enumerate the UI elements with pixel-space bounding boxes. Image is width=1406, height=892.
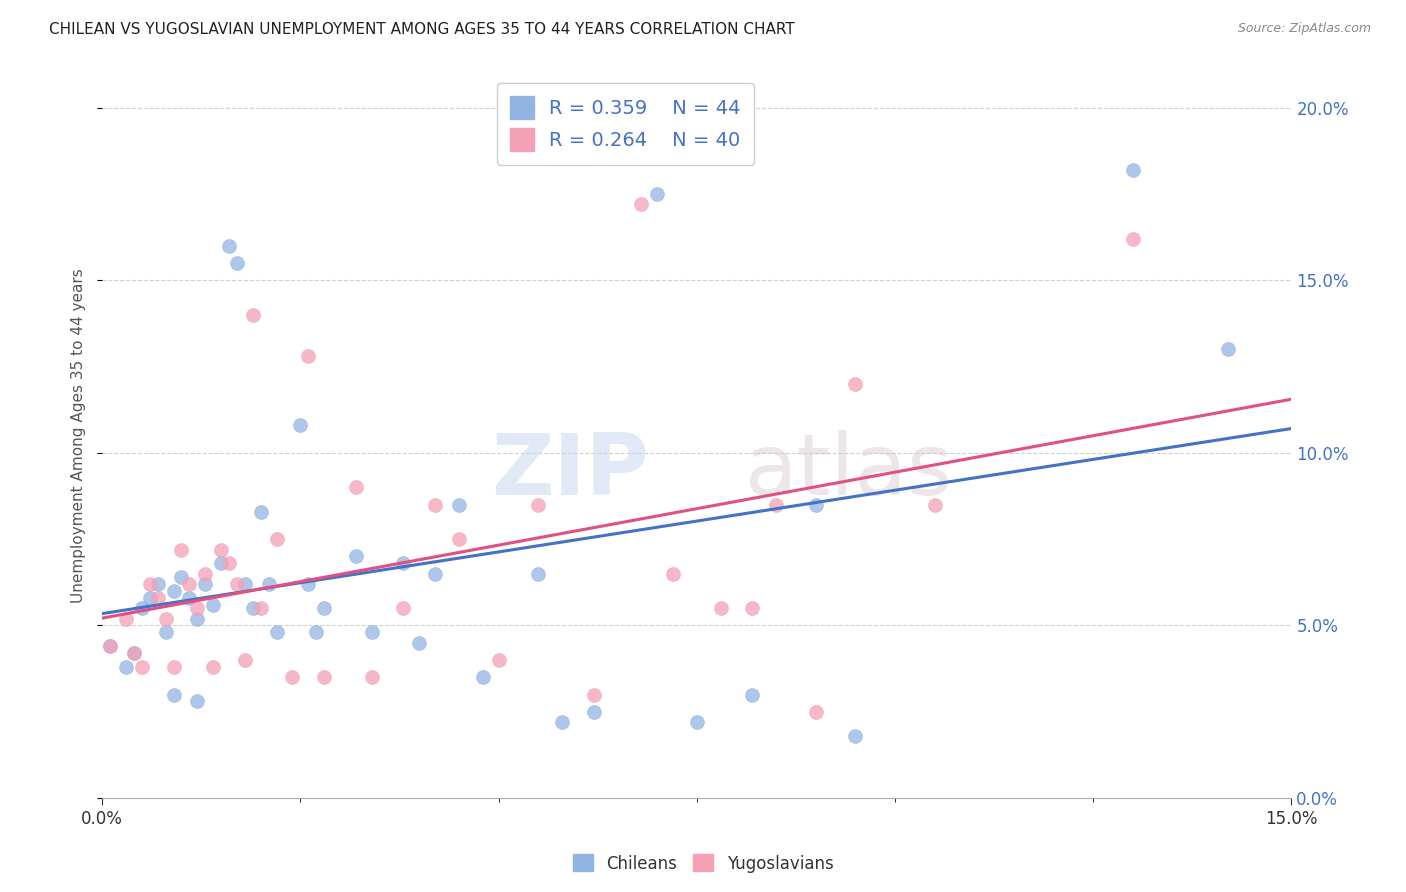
Point: [186, 694, 208, 708]
Point: [266, 532, 288, 546]
Point: [425, 498, 447, 512]
Point: [266, 625, 288, 640]
Point: [924, 498, 946, 512]
Text: ZIP: ZIP: [492, 430, 650, 513]
Point: [488, 653, 510, 667]
Point: [408, 636, 430, 650]
Point: [686, 715, 709, 730]
Point: [527, 498, 550, 512]
Point: [290, 418, 312, 433]
Point: [139, 591, 162, 605]
Y-axis label: Unemployment Among Ages 35 to 44 years: Unemployment Among Ages 35 to 44 years: [72, 268, 86, 603]
Point: [360, 625, 382, 640]
Point: [194, 577, 217, 591]
Point: [98, 639, 121, 653]
Point: [162, 688, 184, 702]
Point: [741, 601, 763, 615]
Point: [146, 577, 169, 591]
Point: [194, 566, 217, 581]
Point: [1122, 232, 1144, 246]
Point: [179, 577, 201, 591]
Point: [139, 577, 162, 591]
Point: [425, 566, 447, 581]
Point: [122, 646, 145, 660]
Point: [297, 349, 319, 363]
Point: [186, 611, 208, 625]
Legend: Chileans, Yugoslavians: Chileans, Yugoslavians: [565, 847, 841, 880]
Point: [146, 591, 169, 605]
Point: [344, 549, 367, 564]
Point: [257, 577, 280, 591]
Point: [242, 308, 264, 322]
Point: [710, 601, 733, 615]
Point: [645, 186, 668, 201]
Point: [1122, 162, 1144, 177]
Text: atlas: atlas: [744, 430, 952, 513]
Point: [630, 197, 652, 211]
Point: [202, 660, 225, 674]
Text: CHILEAN VS YUGOSLAVIAN UNEMPLOYMENT AMONG AGES 35 TO 44 YEARS CORRELATION CHART: CHILEAN VS YUGOSLAVIAN UNEMPLOYMENT AMON…: [49, 22, 794, 37]
Point: [122, 646, 145, 660]
Point: [115, 660, 138, 674]
Point: [392, 601, 415, 615]
Point: [226, 256, 249, 270]
Point: [344, 480, 367, 494]
Point: [226, 577, 249, 591]
Point: [844, 376, 866, 391]
Point: [131, 660, 153, 674]
Point: [662, 566, 685, 581]
Point: [155, 611, 177, 625]
Point: [582, 705, 605, 719]
Point: [582, 688, 605, 702]
Point: [305, 625, 328, 640]
Point: [249, 504, 271, 518]
Point: [249, 601, 271, 615]
Legend: R = 0.359    N = 44, R = 0.264    N = 40: R = 0.359 N = 44, R = 0.264 N = 40: [496, 83, 754, 164]
Point: [804, 705, 827, 719]
Point: [218, 557, 240, 571]
Point: [447, 498, 470, 512]
Point: [170, 542, 193, 557]
Point: [162, 583, 184, 598]
Point: [98, 639, 121, 653]
Text: Source: ZipAtlas.com: Source: ZipAtlas.com: [1237, 22, 1371, 36]
Point: [179, 591, 201, 605]
Point: [527, 566, 550, 581]
Point: [360, 670, 382, 684]
Point: [186, 601, 208, 615]
Point: [447, 532, 470, 546]
Point: [131, 601, 153, 615]
Point: [115, 611, 138, 625]
Point: [741, 688, 763, 702]
Point: [314, 601, 336, 615]
Point: [202, 598, 225, 612]
Point: [155, 625, 177, 640]
Point: [392, 557, 415, 571]
Point: [551, 715, 574, 730]
Point: [233, 577, 256, 591]
Point: [844, 729, 866, 743]
Point: [209, 542, 232, 557]
Point: [1216, 343, 1239, 357]
Point: [314, 670, 336, 684]
Point: [281, 670, 304, 684]
Point: [233, 653, 256, 667]
Point: [170, 570, 193, 584]
Point: [162, 660, 184, 674]
Point: [297, 577, 319, 591]
Point: [765, 498, 787, 512]
Point: [242, 601, 264, 615]
Point: [209, 557, 232, 571]
Point: [218, 238, 240, 252]
Point: [471, 670, 494, 684]
Point: [804, 498, 827, 512]
